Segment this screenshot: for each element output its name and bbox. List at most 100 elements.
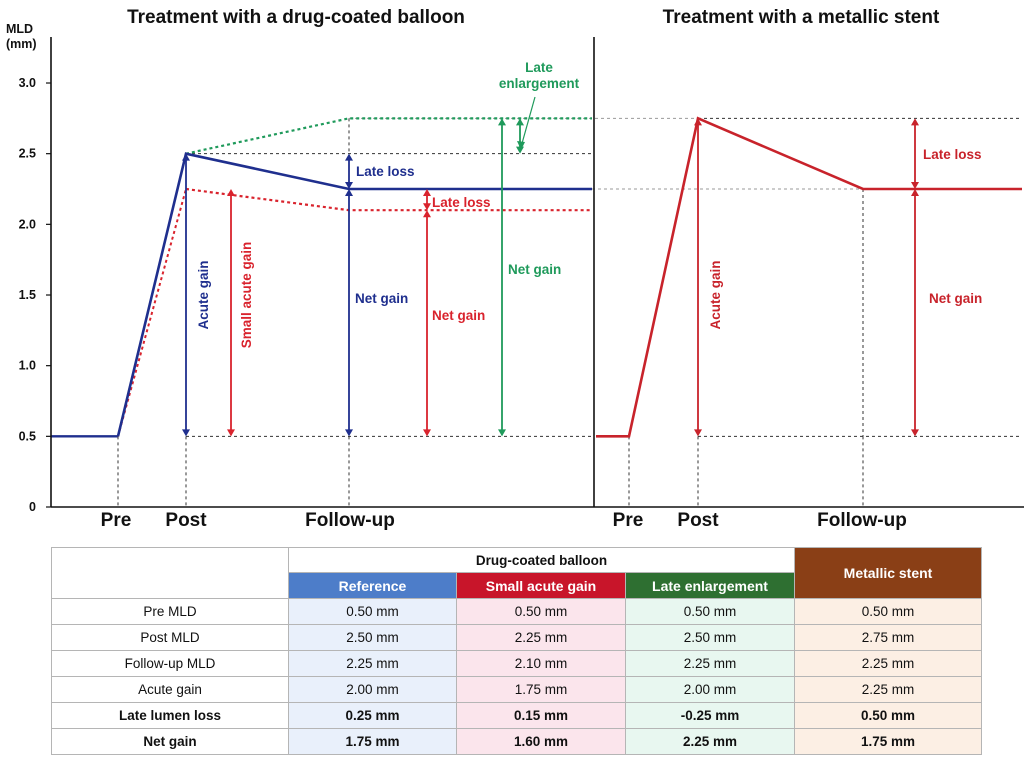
small-acute-gain-arrow-head-top xyxy=(227,189,235,197)
cell-metallic-stent: 1.75 mm xyxy=(794,728,983,755)
net-gain-late-arrow-head-bottom xyxy=(498,429,506,437)
late-loss-arrow-head-top xyxy=(345,153,353,161)
stent-acute-gain-arrow-head-bottom xyxy=(694,429,702,437)
x-tick-label: Pre xyxy=(101,510,132,531)
cell-late-enlargement: -0.25 mm xyxy=(624,702,796,729)
reference-header: Reference xyxy=(288,572,457,599)
y-tick-label: 2.0 xyxy=(19,217,36,231)
row-label: Late lumen loss xyxy=(51,702,289,729)
late-enlargement-pointer-head xyxy=(517,141,525,150)
net-gain-label: Net gain xyxy=(355,291,408,306)
row-label: Acute gain xyxy=(51,676,289,703)
cell-small-acute-gain: 0.50 mm xyxy=(456,598,626,625)
stent-acute-gain-label: Acute gain xyxy=(708,260,723,329)
cell-metallic-stent: 2.25 mm xyxy=(794,676,983,703)
y-tick-label: 1.0 xyxy=(19,359,36,373)
net-gain-small-arrow-head-top xyxy=(423,210,431,218)
drug-coated-balloon-header: Drug-coated balloon xyxy=(287,547,796,573)
cell-late-enlargement: 2.00 mm xyxy=(624,676,796,703)
late-enlargement-arrow-head-top xyxy=(516,118,524,126)
x-tick-label: Follow-up xyxy=(305,510,395,531)
stent-late-loss-arrow-head-bottom xyxy=(911,182,919,190)
table-row: Late lumen loss 0.25 mm 0.15 mm -0.25 mm… xyxy=(51,702,983,729)
cell-small-acute-gain: 2.25 mm xyxy=(456,624,626,651)
late-enlargement-arrow-head-bottom xyxy=(516,146,524,154)
y-tick-label: 3.0 xyxy=(19,76,36,90)
net-gain-arrow-head-bottom xyxy=(345,429,353,437)
small-acute-gain-label: Small acute gain xyxy=(239,242,254,349)
table-corner-cell xyxy=(51,547,289,599)
row-label: Net gain xyxy=(51,728,289,755)
row-label: Pre MLD xyxy=(51,598,289,625)
small-acute-gain-rise-line xyxy=(117,188,187,437)
cell-metallic-stent: 0.50 mm xyxy=(794,598,983,625)
table-row: Post MLD 2.50 mm 2.25 mm 2.50 mm 2.75 mm xyxy=(51,624,983,651)
metallic-stent-header: Metallic stent xyxy=(794,547,983,599)
net-gain-arrow-head-top xyxy=(345,189,353,197)
small-acute-gain-arrow-head-bottom xyxy=(227,429,235,437)
net-gain-late-label: Net gain xyxy=(508,262,561,277)
cell-reference: 1.75 mm xyxy=(288,728,457,755)
small-acute-gain-header: Small acute gain xyxy=(456,572,626,599)
table-row: Acute gain 2.00 mm 1.75 mm 2.00 mm 2.25 … xyxy=(51,676,983,703)
cell-reference: 2.50 mm xyxy=(288,624,457,651)
cell-reference: 0.25 mm xyxy=(288,702,457,729)
y-tick-label: 2.5 xyxy=(19,147,36,161)
left-panel-title: Treatment with a drug-coated balloon xyxy=(127,7,465,28)
cell-small-acute-gain: 1.60 mm xyxy=(456,728,626,755)
right-panel-title: Treatment with a metallic stent xyxy=(663,7,940,28)
late-enlargement-header: Late enlargement xyxy=(624,572,796,599)
metallic-stent-series-line xyxy=(596,116,1022,438)
cell-metallic-stent: 0.50 mm xyxy=(794,702,983,729)
cell-late-enlargement: 2.50 mm xyxy=(624,624,796,651)
x-tick-label: Follow-up xyxy=(817,510,907,531)
cell-reference: 2.25 mm xyxy=(288,650,457,677)
late-loss-small-label: Late loss xyxy=(432,195,491,210)
late-loss-label: Late loss xyxy=(356,164,415,179)
table-row: Pre MLD 0.50 mm 0.50 mm 0.50 mm 0.50 mm xyxy=(51,598,983,625)
summary-table: Drug-coated balloon Metallic stent Refer… xyxy=(51,547,983,755)
stent-net-gain-label: Net gain xyxy=(929,291,982,306)
late-loss-small-arrow-head-bottom xyxy=(423,203,431,211)
row-label: Post MLD xyxy=(51,624,289,651)
late-loss-arrow-head-bottom xyxy=(345,182,353,190)
cell-late-enlargement: 2.25 mm xyxy=(624,728,796,755)
stent-net-gain-arrow-head-top xyxy=(911,189,919,197)
stent-late-loss-arrow-head-top xyxy=(911,118,919,126)
late-enlargement-label: Late enlargement xyxy=(499,60,580,91)
late-enlargement-pointer xyxy=(520,96,536,148)
cell-metallic-stent: 2.75 mm xyxy=(794,624,983,651)
x-tick-label: Pre xyxy=(613,510,644,531)
stent-late-loss-label: Late loss xyxy=(923,147,982,162)
x-tick-label: Post xyxy=(165,510,207,531)
cell-small-acute-gain: 1.75 mm xyxy=(456,676,626,703)
cell-small-acute-gain: 2.10 mm xyxy=(456,650,626,677)
cell-small-acute-gain: 0.15 mm xyxy=(456,702,626,729)
cell-late-enlargement: 2.25 mm xyxy=(624,650,796,677)
stent-net-gain-arrow-head-bottom xyxy=(911,429,919,437)
y-axis-label: MLD (mm) xyxy=(6,22,37,51)
cell-reference: 2.00 mm xyxy=(288,676,457,703)
x-tick-label: Post xyxy=(677,510,719,531)
late-enlargement-series-line xyxy=(185,117,592,155)
small-acute-gain-series-line xyxy=(185,187,592,212)
net-gain-late-arrow-head-top xyxy=(498,118,506,126)
stent-acute-gain-arrow-head-top xyxy=(694,118,702,126)
y-tick-label: 0.5 xyxy=(19,429,36,443)
table-row: Follow-up MLD 2.25 mm 2.10 mm 2.25 mm 2.… xyxy=(51,650,983,677)
cell-late-enlargement: 0.50 mm xyxy=(624,598,796,625)
cell-reference: 0.50 mm xyxy=(288,598,457,625)
row-label: Follow-up MLD xyxy=(51,650,289,677)
y-tick-label: 1.5 xyxy=(19,288,36,302)
acute-gain-arrow-head-top xyxy=(182,153,190,161)
cell-metallic-stent: 2.25 mm xyxy=(794,650,983,677)
y-tick-label: 0 xyxy=(29,500,36,514)
acute-gain-label: Acute gain xyxy=(196,260,211,329)
acute-gain-arrow-head-bottom xyxy=(182,429,190,437)
reference-series-line xyxy=(116,152,592,437)
net-gain-small-arrow-head-bottom xyxy=(423,429,431,437)
mld-chart: Treatment with a drug-coated balloon Tre… xyxy=(6,7,1024,531)
late-loss-small-arrow-head-top xyxy=(423,189,431,197)
net-gain-small-label: Net gain xyxy=(432,308,485,323)
table-row: Net gain 1.75 mm 1.60 mm 2.25 mm 1.75 mm xyxy=(51,728,983,755)
